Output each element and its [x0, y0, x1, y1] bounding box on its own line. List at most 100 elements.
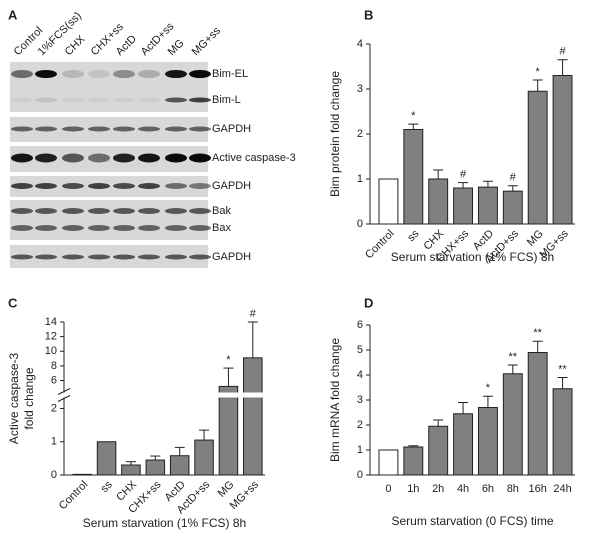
blot-band — [88, 208, 110, 214]
blot-band — [138, 254, 160, 260]
blot-band — [189, 153, 211, 163]
x-tick-label: 4h — [457, 483, 469, 495]
lane-label: CHX — [63, 33, 88, 58]
blot-band — [88, 153, 110, 163]
y-tick-label: 1 — [357, 173, 363, 185]
bar — [453, 187, 474, 225]
lane-label: MG+ss — [190, 24, 224, 58]
blot-band — [138, 97, 160, 103]
annotation: * — [411, 110, 416, 122]
blot-band — [165, 97, 187, 103]
bar — [145, 459, 166, 476]
y-tick-label: 3 — [357, 83, 363, 95]
bar — [169, 455, 190, 476]
blot-band — [62, 225, 84, 231]
blot-band — [189, 183, 211, 189]
blot-band — [88, 254, 110, 260]
x-tick-label: 0 — [385, 483, 391, 495]
bar — [552, 388, 573, 476]
blot-band — [11, 126, 33, 132]
bar — [403, 129, 424, 225]
x-tick-label: 1h — [407, 483, 419, 495]
blot-band — [62, 153, 84, 163]
blot-band — [138, 126, 160, 132]
lane-label: MG — [166, 37, 187, 58]
y-tick-label: 4 — [357, 369, 363, 381]
bar — [121, 464, 141, 476]
blot-band — [35, 225, 57, 231]
annotation: ** — [558, 363, 567, 375]
band-label: GAPDH — [212, 123, 251, 135]
blot-strip — [10, 200, 208, 240]
blot-band — [165, 225, 187, 231]
blot-band — [189, 97, 211, 103]
blot-band — [165, 126, 187, 132]
y-tick-label: 1 — [51, 436, 57, 448]
band-label: GAPDH — [212, 251, 251, 263]
y-tick-label: 2 — [357, 419, 363, 431]
band-label: GAPDH — [212, 180, 251, 192]
blot-band — [138, 153, 160, 163]
axis-break — [56, 392, 267, 398]
blot-band — [113, 126, 135, 132]
blot-band — [165, 70, 187, 78]
y-tick-label: 0 — [51, 469, 57, 481]
blot-band — [35, 254, 57, 260]
x-tick-label: ss — [405, 227, 422, 244]
bar — [96, 441, 117, 476]
blot-band — [62, 70, 84, 78]
bar — [378, 449, 399, 476]
y-tick-label: 0 — [357, 218, 363, 230]
bar — [72, 473, 92, 476]
blot-band — [189, 126, 211, 132]
band-label: Active caspase-3 — [212, 152, 296, 164]
annotation: * — [536, 66, 541, 78]
blot-band — [138, 183, 160, 189]
y-tick-label: 10 — [45, 345, 57, 357]
panel-letter: C — [8, 295, 18, 310]
blot-band — [88, 225, 110, 231]
blot-band — [88, 126, 110, 132]
y-tick-label: 6 — [51, 374, 57, 386]
blot-band — [35, 208, 57, 214]
blot-band — [165, 254, 187, 260]
bar — [218, 385, 239, 476]
y-tick-label: 2 — [357, 128, 363, 140]
blot-band — [62, 254, 84, 260]
annotation: # — [560, 46, 567, 58]
blot-band — [35, 97, 57, 103]
blot-band — [165, 153, 187, 163]
annotation: * — [486, 382, 491, 394]
blot-band — [11, 208, 33, 214]
y-tick-label: 2 — [51, 402, 57, 414]
x-axis-title: Serum starvation (0 FCS) time — [391, 514, 553, 528]
blot-band — [189, 70, 211, 78]
blot-band — [189, 208, 211, 214]
y-tick-label: 12 — [45, 331, 57, 343]
x-tick-label: MG — [525, 228, 546, 249]
blot-band — [11, 97, 33, 103]
blot-band — [113, 254, 135, 260]
y-tick-label: 4 — [357, 38, 363, 50]
bar — [552, 75, 573, 225]
x-tick-label: 24h — [553, 483, 571, 495]
bar — [477, 407, 498, 476]
x-tick-label: Control — [57, 479, 91, 513]
bar — [403, 446, 424, 476]
y-axis-title: Bim protein fold change — [328, 71, 342, 197]
blot-band — [62, 97, 84, 103]
annotation: ** — [509, 351, 518, 363]
band-label: Bax — [212, 222, 231, 234]
blot-band — [11, 183, 33, 189]
bar — [428, 178, 449, 225]
bar — [502, 190, 523, 225]
blot-strip — [10, 62, 208, 112]
blot-band — [138, 70, 160, 78]
blot-band — [88, 70, 110, 78]
blot-band — [189, 225, 211, 231]
bar — [527, 352, 548, 476]
y-tick-label: 5 — [357, 344, 363, 356]
blot-band — [138, 208, 160, 214]
band-label: Bak — [212, 205, 231, 217]
